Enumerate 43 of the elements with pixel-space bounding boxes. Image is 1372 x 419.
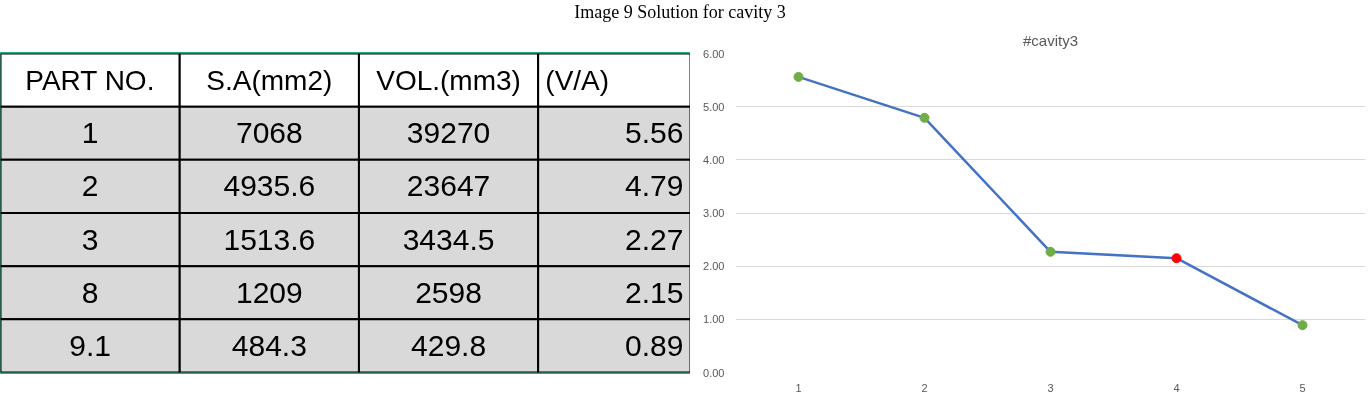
y-tick-label: 1.00 xyxy=(703,313,725,326)
text: 0.89 xyxy=(624,328,684,362)
y-tick-label: 6.00 xyxy=(703,47,725,60)
text: 2.27 xyxy=(624,222,684,256)
x-tick-label: 1 xyxy=(795,381,802,394)
text: 1513.6 xyxy=(223,222,316,256)
text: 1209 xyxy=(235,275,303,309)
y-tick-label: 5.00 xyxy=(703,100,725,113)
text: 8 xyxy=(81,275,99,309)
text: 9.1 xyxy=(69,328,111,362)
x-tick-label: 5 xyxy=(1299,381,1306,394)
chart-title: #cavity3 xyxy=(1022,31,1079,49)
point xyxy=(1171,253,1182,264)
y-tick-label: 2.00 xyxy=(703,260,725,273)
text: 4935.6 xyxy=(223,169,316,203)
x-tick-label: 2 xyxy=(921,381,928,394)
point xyxy=(1045,246,1056,257)
y-tick-label: 0.00 xyxy=(703,366,725,379)
text: 1 xyxy=(81,116,99,150)
text: 4.79 xyxy=(624,169,684,203)
text: 2 xyxy=(81,169,99,203)
point xyxy=(793,71,804,82)
category-label: S.A(mm2) xyxy=(206,64,333,96)
y-tick-label: 4.00 xyxy=(703,153,725,166)
text: 429.8 xyxy=(411,328,487,362)
point xyxy=(919,112,930,123)
x-tick-label: 4 xyxy=(1173,381,1180,394)
x-tick-label: 3 xyxy=(1047,381,1054,394)
category-label: VOL.(mm3) xyxy=(376,64,521,96)
category-label: PART NO. xyxy=(25,64,155,96)
text: 2.15 xyxy=(624,275,684,309)
y-tick-label: 3.00 xyxy=(703,207,725,219)
text: 5.56 xyxy=(624,116,684,150)
text: 3434.5 xyxy=(402,222,495,256)
text: 23647 xyxy=(406,169,491,203)
text: 3 xyxy=(81,222,99,256)
text: 484.3 xyxy=(231,328,307,362)
text: 2598 xyxy=(415,275,482,309)
text: Image 9 Solution for cavity 3 xyxy=(574,1,786,24)
text: 7068 xyxy=(235,116,303,150)
text: 39270 xyxy=(406,116,491,150)
category-label: (V/A) xyxy=(545,64,610,96)
point xyxy=(1297,320,1308,331)
